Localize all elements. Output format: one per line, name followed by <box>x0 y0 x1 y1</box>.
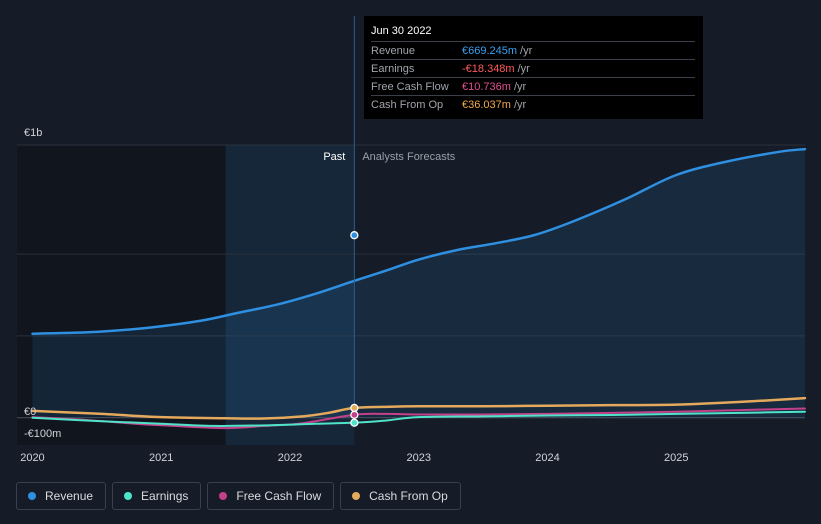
tooltip-label: Earnings <box>371 62 415 75</box>
tooltip-label: Cash From Op <box>371 98 444 111</box>
marker-earnings <box>350 418 359 427</box>
marker-revenue <box>350 231 359 240</box>
tooltip-row-cash-from-op: Cash From Op €36.037m /yr <box>371 95 695 113</box>
legend-item-free-cash-flow[interactable]: Free Cash Flow <box>207 482 335 510</box>
tooltip-row-free-cash-flow: Free Cash Flow €10.736m /yr <box>371 77 695 95</box>
past-label: Past <box>323 151 345 163</box>
legend-item-cash-from-op[interactable]: Cash From Op <box>340 482 461 510</box>
tooltip-row-revenue: Revenue €669.245m /yr <box>371 41 695 59</box>
marker-free-cash-flow <box>350 410 359 419</box>
tooltip-value: €10.736m <box>462 80 511 93</box>
series-line-earnings <box>31 410 806 427</box>
tooltip-value: €669.245m <box>462 44 518 57</box>
x-tick-label: 2024 <box>535 452 559 464</box>
forecast-label: Analysts Forecasts <box>362 151 455 163</box>
x-tick-label: 2020 <box>20 452 44 464</box>
x-tick-label: 2022 <box>278 452 302 464</box>
tooltip-value: €36.037m <box>462 98 511 111</box>
marker-cash-from-op <box>350 403 359 413</box>
series-area-revenue <box>32 149 805 418</box>
legend-dot-icon <box>124 492 133 500</box>
x-tick-label: 2025 <box>664 452 688 464</box>
tooltip-date: Jun 30 2022 <box>371 25 432 37</box>
tooltip-label: Revenue <box>371 44 416 57</box>
series-line-cash-from-op <box>31 396 807 420</box>
chart-legend: Revenue Earnings Free Cash Flow Cash Fro… <box>16 482 461 510</box>
series-line-free-cash-flow <box>31 407 806 430</box>
legend-label: Revenue <box>45 489 94 503</box>
legend-dot-icon <box>28 492 36 500</box>
tooltip-value: -€18.348m <box>462 62 515 75</box>
legend-label: Earnings <box>141 489 189 503</box>
x-tick-label: 2021 <box>149 452 173 464</box>
series-line-revenue <box>31 147 807 335</box>
legend-dot-icon <box>219 492 228 500</box>
y-label-neg: -€100m <box>24 428 61 440</box>
legend-label: Free Cash Flow <box>236 489 322 503</box>
x-tick-label: 2023 <box>406 452 430 464</box>
y-label-zero: €0 <box>24 406 36 418</box>
tooltip-unit: /yr <box>517 62 530 75</box>
legend-dot-icon <box>352 492 361 500</box>
tooltip-unit: /yr <box>513 80 527 93</box>
tooltip-row-earnings: Earnings -€18.348m /yr <box>371 59 695 77</box>
tooltip-unit: /yr <box>513 98 527 111</box>
legend-item-revenue[interactable]: Revenue <box>16 482 107 510</box>
legend-label: Cash From Op <box>369 489 448 503</box>
highlight-band <box>225 145 355 445</box>
tooltip-unit: /yr <box>520 44 533 57</box>
data-tooltip: Jun 30 2022 Revenue €669.245m /yr Earnin… <box>364 16 703 119</box>
legend-item-earnings[interactable]: Earnings <box>112 482 202 510</box>
tooltip-label: Free Cash Flow <box>371 80 449 93</box>
y-label-top: €1b <box>24 127 42 139</box>
